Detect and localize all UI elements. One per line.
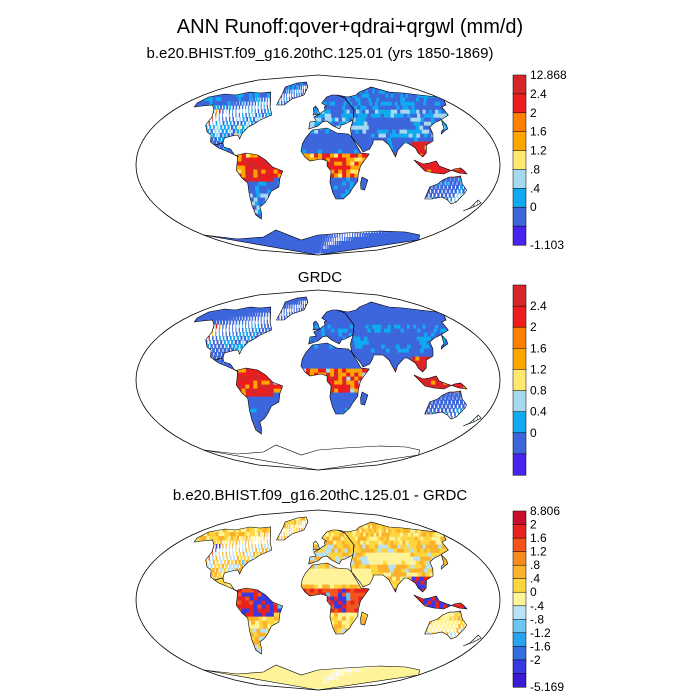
- colorbar-label: 1.6: [530, 125, 547, 139]
- colorbar-label: 2: [530, 106, 537, 120]
- colorbar-label: 1.2: [530, 362, 547, 376]
- colorbar-label: 0: [530, 585, 537, 599]
- colorbar-label: .4: [530, 572, 540, 586]
- colorbar-swatch: [512, 453, 527, 476]
- colorbar-swatch: [512, 326, 527, 349]
- colorbar-swatch: [512, 619, 527, 634]
- colorbar-swatch: [512, 206, 527, 227]
- colorbar-observations: 2.4 2 1.6 1.2 0.8 0.4 0: [512, 284, 547, 476]
- colorbar-model: 12.868 2.4 2 1.6 1.2 .8 .4 0 -1.103: [512, 68, 567, 252]
- colorbar-label: 1.2: [530, 144, 547, 158]
- map-border: [135, 509, 501, 691]
- colorbar-label: 2: [530, 320, 537, 334]
- colorbar-label: 1.6: [530, 341, 547, 355]
- colorbar-swatch: [512, 591, 527, 607]
- colorbar-swatch: [512, 369, 527, 392]
- colorbar-swatch: [512, 348, 527, 370]
- colorbar-label: -.8: [530, 612, 544, 626]
- colorbar-swatch: [512, 510, 527, 526]
- colorbar-label: 2.4: [530, 87, 547, 101]
- map-border: [135, 74, 501, 256]
- colorbar-swatch: [512, 646, 527, 661]
- colorbar-swatch: [512, 225, 527, 246]
- colorbar-label: 0.8: [530, 384, 547, 398]
- panel-model: b.e20.BHIST.f09_g16.20thC.125.01 (yrs 18…: [135, 45, 567, 256]
- colorbar-swatch: [512, 284, 527, 307]
- colorbar-swatch: [512, 673, 527, 688]
- map-border: [135, 289, 501, 471]
- coastlines-observations: [193, 296, 482, 471]
- coastlines-model: [193, 81, 482, 256]
- colorbar-label: 0: [530, 426, 537, 440]
- panel-observations: GRDC 2.4 2 1.6 1.2 0.8 0.4 0: [135, 269, 547, 476]
- colorbar-swatch: [512, 93, 527, 114]
- colorbar-label: .8: [530, 162, 540, 176]
- colorbar-label: 0.4: [530, 405, 547, 419]
- colorbar-swatch: [512, 112, 527, 133]
- colorbar-label: 0: [530, 200, 537, 214]
- panel-difference: b.e20.BHIST.f09_g16.20thC.125.01 - GRDC 8…: [135, 487, 564, 694]
- colorbar-label: 1.6: [530, 531, 547, 545]
- panel-title-observations: GRDC: [298, 269, 342, 286]
- colorbar-swatch: [512, 188, 527, 208]
- colorbar-label: -.4: [530, 599, 544, 613]
- colorbar-label: 2: [530, 518, 537, 532]
- colorbar-label: 1.2: [530, 545, 547, 559]
- colorbar-swatch: [512, 390, 527, 413]
- colorbar-swatch: [512, 524, 527, 539]
- colorbar-label: .4: [530, 181, 540, 195]
- panel-title-model: b.e20.BHIST.f09_g16.20thC.125.01 (yrs 18…: [147, 45, 494, 62]
- colorbar-label: -1.2: [530, 626, 551, 640]
- colorbar-swatch: [512, 632, 527, 647]
- colorbar-label: -2: [530, 653, 541, 667]
- colorbar-swatch: [512, 305, 527, 328]
- colorbar-label: 12.868: [530, 68, 567, 82]
- colorbar-swatch: [512, 411, 527, 434]
- colorbar-label: -5.169: [530, 680, 564, 694]
- colorbar-label: 8.806: [530, 504, 560, 518]
- colorbar-swatch: [512, 432, 527, 455]
- colorbar-swatch: [512, 74, 527, 95]
- colorbar-swatch: [512, 605, 527, 620]
- colorbar-swatch: [512, 551, 527, 566]
- colorbar-label: 2.4: [530, 299, 547, 313]
- colorbar-swatch: [512, 564, 527, 580]
- panel-title-difference: b.e20.BHIST.f09_g16.20thC.125.01 - GRDC: [173, 487, 468, 504]
- colorbar-label: -1.103: [530, 238, 564, 252]
- colorbar-swatch: [512, 537, 527, 553]
- colorbar-swatch: [512, 169, 527, 189]
- coastlines-difference: [193, 516, 482, 691]
- figure-title: ANN Runoff:qover+qdrai+qrgwl (mm/d): [177, 16, 523, 38]
- colorbar-label: .8: [530, 558, 540, 572]
- colorbar-swatch: [512, 131, 527, 152]
- colorbar-swatch: [512, 578, 527, 593]
- colorbar-label: -1.6: [530, 639, 551, 653]
- colorbar-swatch: [512, 659, 527, 674]
- colorbar-swatch: [512, 150, 527, 171]
